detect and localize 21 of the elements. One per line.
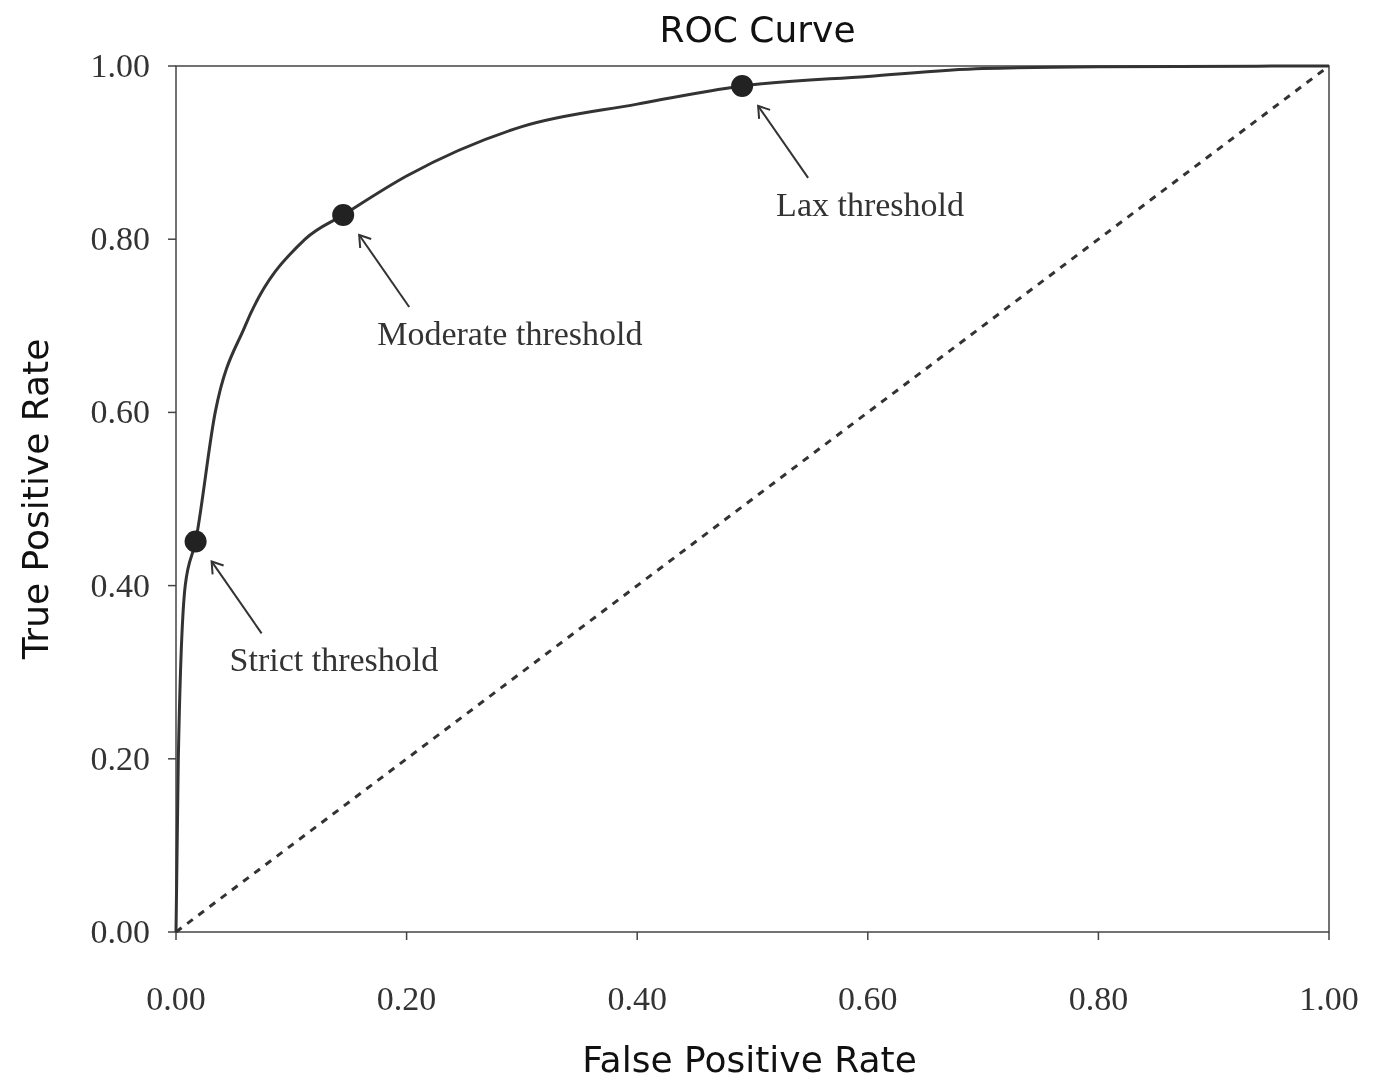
y-axis-title: True Positive Rate xyxy=(15,338,56,661)
x-tick-label: 0.20 xyxy=(376,980,437,1017)
point xyxy=(184,530,207,553)
y-tick-label: 0.80 xyxy=(90,220,150,258)
x-tick-label: 0.80 xyxy=(1068,980,1129,1017)
y-tick-label: 0.00 xyxy=(90,913,150,950)
point xyxy=(731,74,754,97)
x-tick-label: 1.00 xyxy=(1299,980,1359,1017)
x-tick-label: 0.00 xyxy=(146,980,206,1017)
x-tick-label: 0.60 xyxy=(838,980,898,1017)
annotation: Moderate threshold xyxy=(377,314,643,352)
chart-title: ROC Curve xyxy=(659,9,856,50)
y-tick-label: 0.40 xyxy=(90,566,150,604)
x-axis-title: False Positive Rate xyxy=(582,1039,917,1080)
y-tick-label: 0.60 xyxy=(90,393,150,431)
point xyxy=(332,203,355,226)
x-tick-label: 0.40 xyxy=(607,980,667,1017)
annotation: Lax threshold xyxy=(776,185,965,223)
y-tick-label: 0.20 xyxy=(90,739,150,777)
annotation: Strict threshold xyxy=(229,641,439,679)
y-tick-label: 1.00 xyxy=(90,47,150,84)
